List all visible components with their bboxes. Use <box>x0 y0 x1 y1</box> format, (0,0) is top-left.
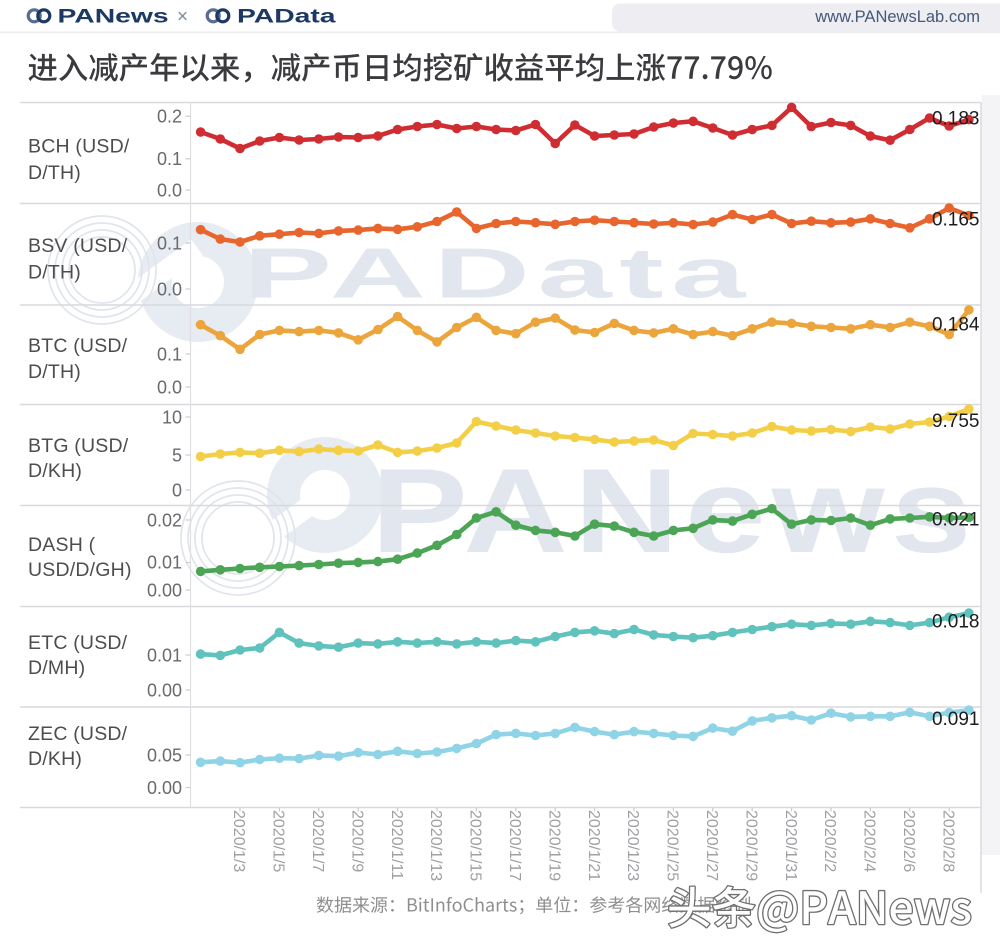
svg-text:2020/1/15: 2020/1/15 <box>467 810 484 881</box>
svg-text:2020/1/31: 2020/1/31 <box>782 810 799 881</box>
svg-text:0.1: 0.1 <box>157 149 182 169</box>
svg-text:0.165: 0.165 <box>932 209 980 230</box>
svg-text:0.183: 0.183 <box>932 109 980 130</box>
svg-text:0.1: 0.1 <box>157 233 182 253</box>
svg-text:D/KH): D/KH) <box>28 460 82 482</box>
svg-text:0: 0 <box>172 480 182 500</box>
svg-text:DASH (: DASH ( <box>28 534 96 556</box>
svg-text:2020/1/27: 2020/1/27 <box>703 810 720 881</box>
svg-text:2020/1/5: 2020/1/5 <box>270 810 287 872</box>
svg-text:0.01: 0.01 <box>147 553 182 573</box>
svg-text:2020/2/2: 2020/2/2 <box>821 810 838 872</box>
svg-text:9.755: 9.755 <box>932 411 980 432</box>
svg-text:0.2: 0.2 <box>157 107 182 127</box>
svg-text:2020/1/7: 2020/1/7 <box>309 810 326 872</box>
svg-text:PAData: PAData <box>243 233 753 313</box>
svg-text:2020/1/11: 2020/1/11 <box>388 810 405 880</box>
svg-text:0.0: 0.0 <box>157 279 182 299</box>
svg-text:D/KH): D/KH) <box>28 748 82 770</box>
svg-text:PAData: PAData <box>237 6 336 27</box>
svg-text:2020/2/4: 2020/2/4 <box>861 810 878 872</box>
svg-text:0.184: 0.184 <box>932 315 980 336</box>
svg-text:×: × <box>177 7 188 28</box>
svg-text:BTC (USD/: BTC (USD/ <box>28 335 128 357</box>
svg-text:D/TH): D/TH) <box>28 162 81 184</box>
svg-text:0.00: 0.00 <box>147 680 182 700</box>
svg-text:2020/1/19: 2020/1/19 <box>545 810 562 881</box>
svg-text:0.018: 0.018 <box>932 612 980 633</box>
svg-text:2020/1/25: 2020/1/25 <box>664 810 681 881</box>
svg-text:www.PANewsLab.com: www.PANewsLab.com <box>814 8 980 26</box>
svg-text:0.021: 0.021 <box>932 509 980 530</box>
svg-text:0.00: 0.00 <box>147 580 182 600</box>
svg-text:D/TH): D/TH) <box>28 262 81 284</box>
svg-text:0.0: 0.0 <box>157 377 182 397</box>
svg-text:2020/1/21: 2020/1/21 <box>585 810 602 881</box>
svg-text:0.00: 0.00 <box>147 778 182 798</box>
svg-text:0.05: 0.05 <box>147 745 182 765</box>
svg-text:2020/1/13: 2020/1/13 <box>427 810 444 881</box>
svg-text:2020/1/29: 2020/1/29 <box>742 810 759 881</box>
svg-text:0.1: 0.1 <box>157 344 182 364</box>
svg-text:D/MH): D/MH) <box>28 657 85 679</box>
svg-text:5: 5 <box>172 445 182 465</box>
svg-text:ETC (USD/: ETC (USD/ <box>28 632 128 654</box>
svg-text:USD/D/GH): USD/D/GH) <box>28 559 132 581</box>
svg-text:2020/1/9: 2020/1/9 <box>348 810 365 872</box>
svg-text:0.0: 0.0 <box>157 180 182 200</box>
svg-text:BCH (USD/: BCH (USD/ <box>28 136 130 158</box>
svg-text:PANews: PANews <box>371 444 977 578</box>
svg-text:BTG (USD/: BTG (USD/ <box>28 435 129 457</box>
svg-text:2020/2/6: 2020/2/6 <box>900 810 917 872</box>
svg-text:2020/1/23: 2020/1/23 <box>624 810 641 881</box>
svg-text:ZEC (USD/: ZEC (USD/ <box>28 723 128 745</box>
svg-text:D/TH): D/TH) <box>28 361 81 383</box>
svg-text:2020/1/3: 2020/1/3 <box>230 810 247 872</box>
svg-text:10: 10 <box>162 407 182 427</box>
svg-text:BSV (USD/: BSV (USD/ <box>28 235 128 257</box>
svg-text:0.02: 0.02 <box>147 510 182 530</box>
svg-text:0.091: 0.091 <box>932 709 980 730</box>
svg-text:0.01: 0.01 <box>147 645 182 665</box>
svg-text:PANews: PANews <box>58 6 169 27</box>
svg-text:2020/2/8: 2020/2/8 <box>939 810 956 872</box>
svg-text:2020/1/17: 2020/1/17 <box>506 810 523 881</box>
